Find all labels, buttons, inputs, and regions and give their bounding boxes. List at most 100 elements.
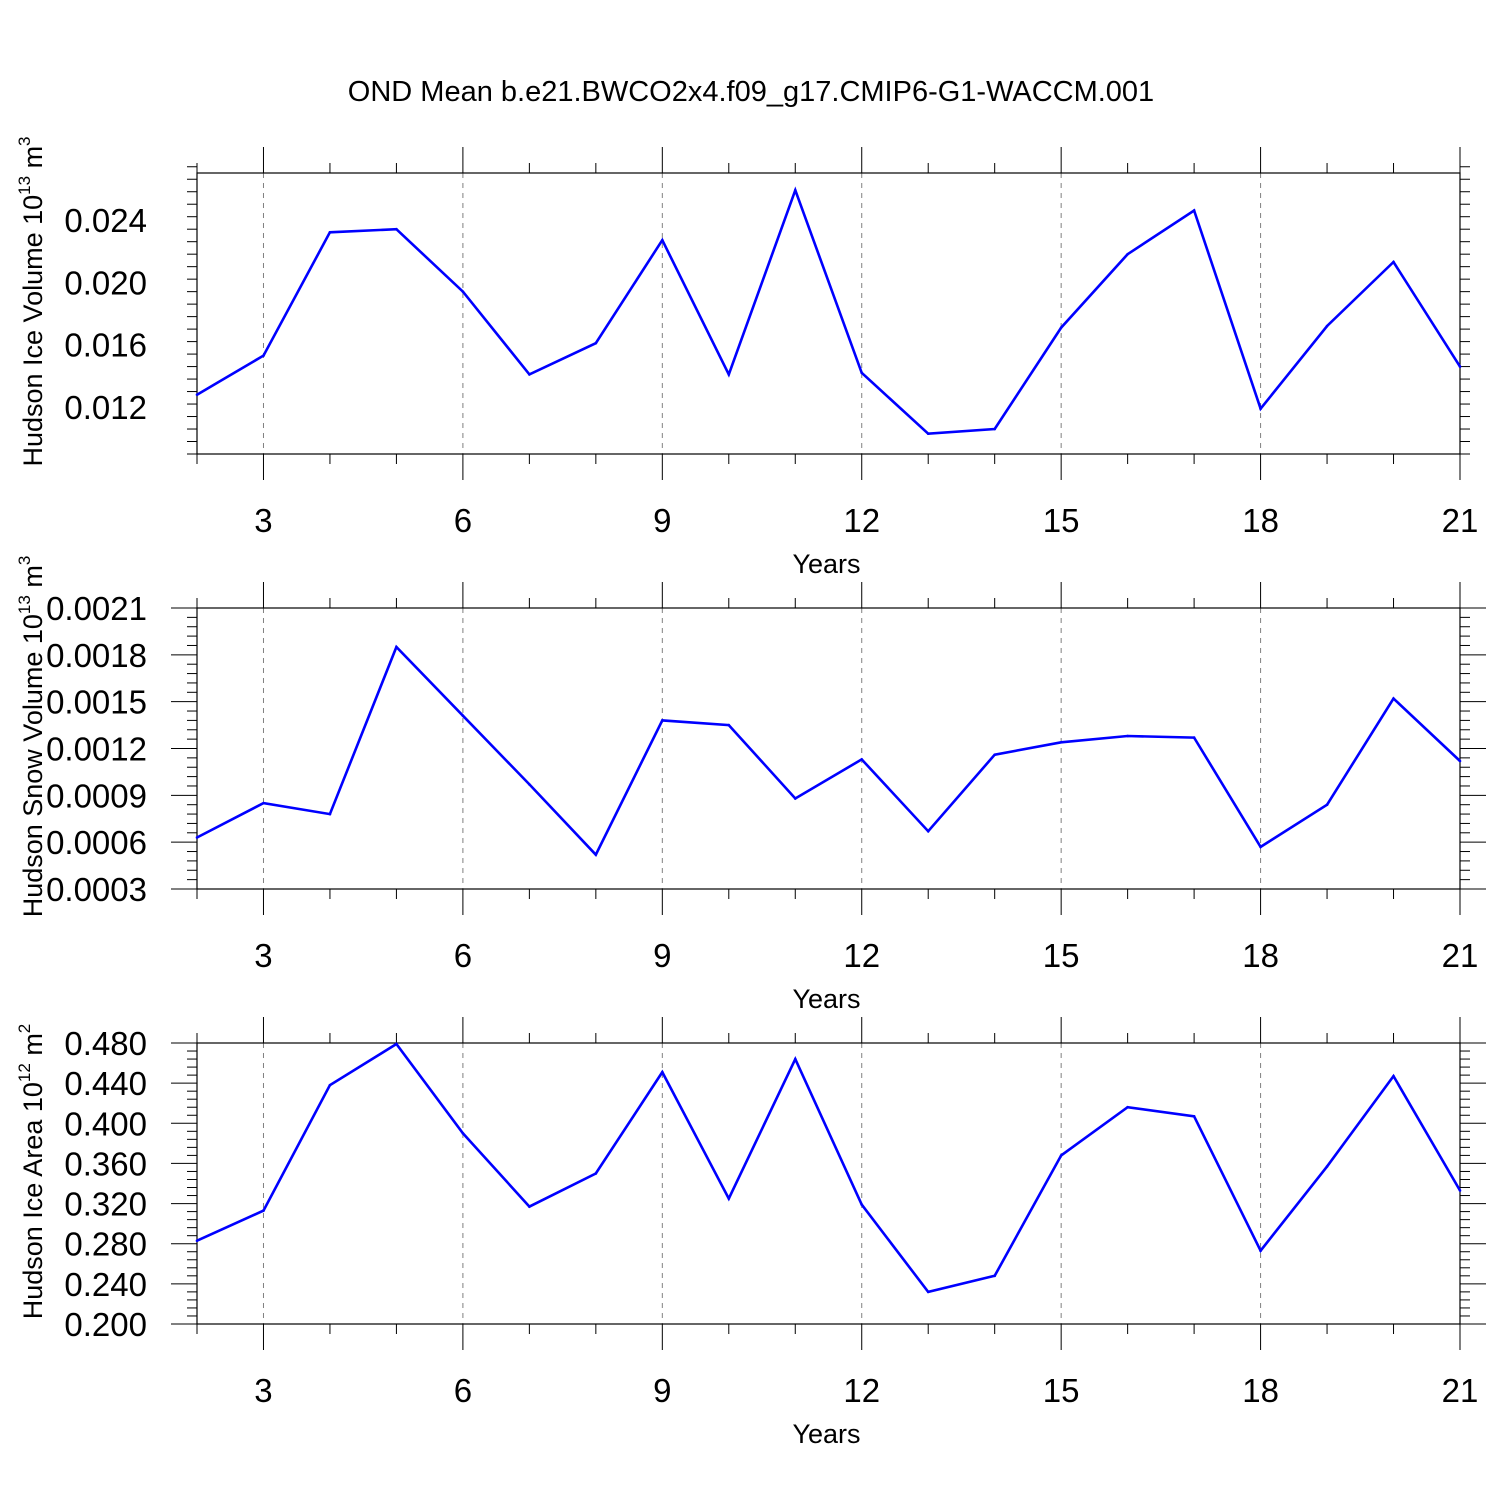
y-tick-label: 0.360 bbox=[64, 1145, 147, 1182]
y-tick-label: 0.240 bbox=[64, 1266, 147, 1303]
data-point bbox=[1325, 803, 1329, 806]
data-point bbox=[661, 238, 664, 242]
data-point bbox=[1259, 845, 1262, 849]
data-point bbox=[461, 714, 465, 718]
x-tick-label: 21 bbox=[1442, 502, 1479, 539]
data-point bbox=[1126, 252, 1129, 256]
x-tick-label: 6 bbox=[454, 937, 472, 974]
x-tick-label: 18 bbox=[1242, 1372, 1279, 1409]
y-tick-label: 0.0006 bbox=[46, 824, 147, 861]
data-point bbox=[1392, 1074, 1395, 1078]
data-point bbox=[1059, 326, 1063, 329]
data-point bbox=[661, 719, 664, 722]
data-point bbox=[395, 227, 398, 231]
y-tick-label: 0.400 bbox=[64, 1105, 147, 1142]
y-tick-label: 0.0021 bbox=[46, 590, 147, 627]
x-axis-label: Years bbox=[792, 984, 860, 1014]
x-tick-label: 3 bbox=[254, 937, 272, 974]
plot-frame bbox=[196, 172, 1461, 455]
x-axis-label: Years bbox=[792, 1419, 860, 1449]
series-line bbox=[196, 644, 1461, 857]
data-point bbox=[395, 1042, 398, 1046]
data-point bbox=[993, 753, 996, 757]
data-point bbox=[195, 836, 199, 839]
data-point bbox=[1192, 736, 1196, 739]
data-point bbox=[793, 1057, 797, 1061]
y-tick-label: 0.020 bbox=[64, 264, 147, 301]
data-point bbox=[395, 645, 398, 649]
data-point bbox=[1192, 209, 1196, 212]
data-point bbox=[262, 1209, 265, 1212]
x-tick-label: 9 bbox=[653, 1372, 671, 1409]
y-tick-label: 0.024 bbox=[64, 202, 147, 239]
data-point bbox=[993, 1274, 996, 1278]
data-point bbox=[1259, 1249, 1262, 1253]
data-point bbox=[793, 188, 797, 192]
data-point bbox=[926, 432, 930, 436]
x-tick-label: 15 bbox=[1043, 1372, 1080, 1409]
data-point bbox=[1392, 260, 1395, 264]
y-tick-label: 0.0003 bbox=[46, 871, 147, 908]
data-point bbox=[1458, 1189, 1462, 1192]
data-point bbox=[195, 1239, 199, 1243]
y-tick-label: 0.440 bbox=[64, 1065, 147, 1102]
x-tick-label: 6 bbox=[454, 502, 472, 539]
panel-2: 3 6 9 12 15 18 21 0.0003 0.0006 0.0009 0.0012 0.001… bbox=[15, 556, 1486, 1014]
y-tick-label: 0.0009 bbox=[46, 777, 147, 814]
data-point bbox=[1259, 407, 1262, 411]
data-point bbox=[461, 290, 465, 293]
data-point bbox=[993, 427, 996, 431]
plot-frame bbox=[196, 1042, 1461, 1325]
series-line bbox=[196, 1042, 1462, 1294]
data-point bbox=[195, 393, 199, 396]
x-tick-label: 12 bbox=[843, 502, 880, 539]
panel-1: 3 6 9 12 15 18 21 0.012 0.016 0.020 0.024 Years Huds… bbox=[15, 136, 1478, 579]
x-tick-label: 12 bbox=[843, 937, 880, 974]
data-point bbox=[262, 354, 265, 357]
y-tick-label: 0.200 bbox=[64, 1306, 147, 1343]
data-point bbox=[1458, 759, 1462, 763]
y-tick-label: 0.280 bbox=[64, 1226, 147, 1263]
chart-title: OND Mean b.e21.BWCO2x4.f09_g17.CMIP6-G1-… bbox=[348, 76, 1154, 108]
plot-frame bbox=[196, 607, 1461, 890]
data-point bbox=[262, 801, 265, 805]
data-point bbox=[860, 371, 864, 375]
y-tick-label: 0.480 bbox=[64, 1025, 147, 1062]
data-point bbox=[528, 1205, 531, 1208]
data-point bbox=[860, 758, 864, 761]
data-point bbox=[1126, 734, 1129, 738]
data-point bbox=[727, 1197, 731, 1200]
data-point bbox=[1059, 1154, 1063, 1157]
data-point bbox=[926, 1290, 930, 1294]
data-point bbox=[661, 1070, 664, 1074]
data-point bbox=[860, 1203, 864, 1206]
x-tick-label: 9 bbox=[653, 502, 671, 539]
x-tick-label: 18 bbox=[1242, 937, 1279, 974]
y-axis-label: Hudson Snow Volume 1013 m3 bbox=[15, 556, 48, 918]
x-axis-label: Years bbox=[792, 549, 860, 579]
data-point bbox=[793, 797, 797, 800]
data-point bbox=[461, 1132, 465, 1135]
data-point bbox=[328, 812, 332, 816]
data-point bbox=[594, 853, 598, 856]
y-axis-label: Hudson Ice Volume 1013 m3 bbox=[15, 136, 48, 466]
data-point bbox=[1325, 324, 1329, 328]
data-point bbox=[1458, 365, 1462, 368]
y-tick-label: 0.320 bbox=[64, 1186, 147, 1223]
x-tick-label: 15 bbox=[1043, 937, 1080, 974]
data-point bbox=[328, 231, 332, 234]
data-point bbox=[926, 829, 930, 833]
data-point bbox=[1325, 1165, 1329, 1168]
data-point bbox=[328, 1083, 332, 1087]
data-point bbox=[1392, 697, 1395, 700]
data-point bbox=[594, 1172, 598, 1175]
x-tick-label: 9 bbox=[653, 937, 671, 974]
data-point bbox=[528, 783, 531, 786]
data-point bbox=[727, 723, 731, 727]
x-tick-label: 6 bbox=[454, 1372, 472, 1409]
data-point bbox=[1126, 1105, 1129, 1109]
data-point bbox=[594, 341, 598, 345]
x-tick-label: 18 bbox=[1242, 502, 1279, 539]
